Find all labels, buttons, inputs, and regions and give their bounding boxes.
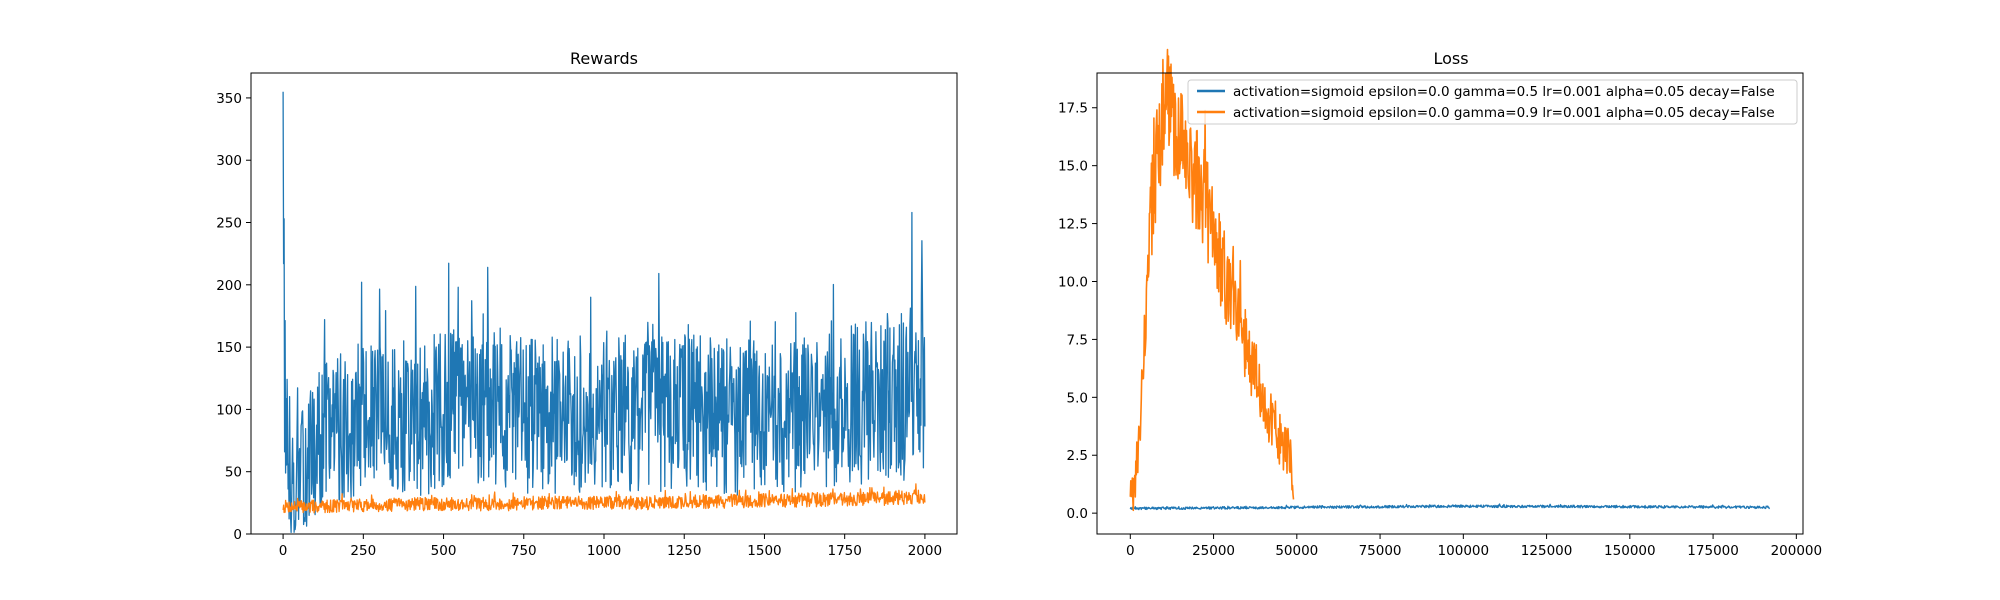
loss-series-2-line: [1129, 48, 1295, 512]
y-tick-label: 200: [216, 278, 242, 294]
y-tick-label: 7.5: [1067, 332, 1088, 348]
loss-legend: activation=sigmoid epsilon=0.0 gamma=0.5…: [1187, 79, 1798, 125]
x-tick-label: 0: [1126, 543, 1135, 559]
y-tick-label: 50: [225, 465, 242, 481]
y-tick-label: 350: [216, 91, 242, 107]
y-tick-label: 17.5: [1058, 101, 1088, 117]
loss-series-1-line: [1129, 503, 1770, 511]
rewards-series-2-line: [282, 483, 926, 514]
y-tick-label: 250: [216, 216, 242, 232]
y-tick-label: 5.0: [1067, 390, 1088, 406]
y-tick-label: 0.0: [1067, 506, 1088, 522]
rewards-series-layer: [282, 91, 926, 534]
y-tick-label: 300: [216, 153, 242, 169]
x-tick-label: 1250: [667, 543, 701, 559]
x-tick-label: 175000: [1687, 543, 1739, 559]
rewards-series-1-line: [282, 91, 926, 534]
x-tick-label: 2000: [908, 543, 942, 559]
x-tick-label: 150000: [1604, 543, 1656, 559]
y-tick-label: 12.5: [1058, 217, 1088, 233]
loss-axis-ticks: 0 25000 50000 75000 100000 125000 150000 175000…: [1058, 101, 1822, 559]
x-tick-label: 75000: [1359, 543, 1402, 559]
y-tick-label: 2.5: [1067, 448, 1088, 464]
loss-series-layer: [1129, 48, 1770, 512]
y-tick-label: 100: [216, 402, 242, 418]
loss-plot-frame: [1096, 72, 1804, 535]
loss-chart-title: Loss: [1433, 49, 1468, 68]
x-tick-label: 50000: [1275, 543, 1318, 559]
x-tick-label: 500: [431, 543, 457, 559]
y-tick-label: 150: [216, 340, 242, 356]
x-tick-label: 1000: [587, 543, 621, 559]
y-tick-label: 15.0: [1058, 159, 1088, 175]
rewards-plot-frame: [250, 72, 958, 535]
rewards-chart: Rewards 0 250 500 750 1000 1250 1500 1750 2000 0 5…: [216, 49, 958, 559]
x-tick-label: 750: [511, 543, 537, 559]
x-tick-label: 0: [279, 543, 288, 559]
x-tick-label: 25000: [1192, 543, 1235, 559]
y-tick-label: 10.0: [1058, 274, 1088, 290]
rewards-axis-ticks: 0 250 500 750 1000 1250 1500 1750 2000 0 50 100 150 2…: [216, 91, 942, 559]
loss-chart: Loss 0 25000 50000 75000 100000 125000 150000 1…: [1058, 48, 1822, 559]
x-tick-label: 1500: [747, 543, 781, 559]
y-tick-label: 0: [233, 527, 242, 543]
x-tick-label: 200000: [1771, 543, 1823, 559]
legend-label-series-1: activation=sigmoid epsilon=0.0 gamma=0.5…: [1233, 84, 1775, 100]
x-tick-label: 1750: [828, 543, 862, 559]
x-tick-label: 100000: [1438, 543, 1490, 559]
x-tick-label: 125000: [1521, 543, 1573, 559]
rewards-chart-title: Rewards: [570, 49, 638, 68]
legend-box: [1187, 79, 1798, 125]
legend-label-series-2: activation=sigmoid epsilon=0.0 gamma=0.9…: [1233, 105, 1775, 121]
x-tick-label: 250: [350, 543, 376, 559]
